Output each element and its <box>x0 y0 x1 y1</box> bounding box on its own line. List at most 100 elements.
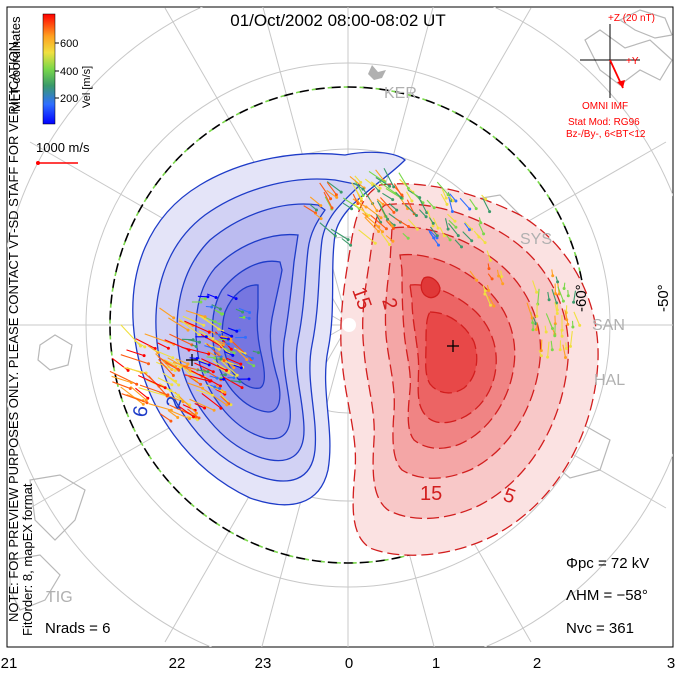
vector-origin <box>206 295 210 299</box>
velocity-vector <box>186 415 198 421</box>
mlt-tick: 22 <box>169 655 186 672</box>
velocity-vector <box>200 314 220 330</box>
vector-origin <box>207 352 211 356</box>
vector-origin <box>227 370 231 373</box>
vector-origin <box>238 380 242 384</box>
mlt-tick: 3 <box>667 655 675 672</box>
vector-origin <box>501 282 505 286</box>
velocity-vector <box>158 359 174 376</box>
velocity-vector <box>353 182 364 190</box>
vector-origin <box>339 190 343 194</box>
station-label-hal: HAL <box>594 372 625 389</box>
velocity-vector <box>178 320 194 327</box>
velocity-vector <box>187 408 200 419</box>
vector-origin <box>197 416 201 420</box>
vector-origin <box>390 224 394 228</box>
vector-origin <box>377 189 381 193</box>
velocity-vector <box>550 340 553 350</box>
vector-origin <box>240 386 244 390</box>
station-label-san: SAN <box>592 317 625 334</box>
vector-origin <box>237 328 241 332</box>
vector-origin <box>547 298 551 302</box>
vector-origin <box>400 193 404 197</box>
vector-origin <box>226 337 230 341</box>
velocity-vector <box>112 381 131 390</box>
color-tick: 400 <box>60 66 78 78</box>
vector-origin <box>572 300 576 304</box>
vector-origin <box>179 365 182 369</box>
velocity-vector <box>181 346 209 355</box>
vector-origin <box>219 355 223 359</box>
velocity-vector <box>428 231 439 246</box>
coordinate-system-label: MLT coordinates <box>8 16 23 112</box>
velocity-vector <box>159 413 172 422</box>
vector-origin <box>145 401 149 405</box>
velocity-vector <box>376 200 389 220</box>
velocity-vector <box>342 197 360 209</box>
vector-origin <box>229 339 233 343</box>
velocity-vector <box>430 230 438 239</box>
vector-scale-label: 1000 m/s <box>36 140 90 155</box>
vector-origin <box>359 180 363 184</box>
velocity-vector <box>448 222 459 236</box>
fit-order-note: FitOrder: 8, mapEX format <box>20 483 35 636</box>
vector-origin <box>198 333 202 337</box>
vector-origin <box>211 346 215 350</box>
velocity-vector <box>185 374 201 385</box>
vector-origin <box>560 334 564 338</box>
vector-origin <box>479 221 483 225</box>
velocity-vector <box>370 181 381 189</box>
vector-origin <box>230 334 234 338</box>
vector-origin <box>142 354 146 358</box>
velocity-vector <box>351 182 362 199</box>
velocity-vector <box>121 393 148 404</box>
vector-origin <box>135 382 139 386</box>
velocity-vector <box>138 387 168 397</box>
vector-origin <box>436 226 440 230</box>
velocity-vector <box>303 205 316 214</box>
vector-origin <box>315 208 318 212</box>
velocity-vector <box>354 179 364 196</box>
vector-origin <box>176 416 180 419</box>
vector-origin <box>367 213 371 217</box>
vector-origin <box>391 227 395 230</box>
vector-origin <box>232 376 236 380</box>
velocity-vector <box>532 280 538 293</box>
velocity-vector <box>159 307 175 319</box>
velocity-vector <box>195 389 213 396</box>
vector-origin <box>126 368 130 372</box>
vector-origin <box>166 346 170 350</box>
velocity-vector <box>469 198 477 209</box>
velocity-vector <box>378 181 396 194</box>
velocity-vector <box>353 203 370 216</box>
vector-origin <box>483 241 487 245</box>
vector-origin <box>375 209 379 213</box>
velocity-vector <box>235 348 248 360</box>
velocity-vector <box>111 375 132 384</box>
vector-origin <box>566 322 570 326</box>
velocity-vector <box>382 192 393 201</box>
velocity-vector <box>459 197 471 210</box>
vector-origin <box>484 197 488 201</box>
velocity-vector <box>120 386 144 405</box>
vector-origin <box>378 186 382 190</box>
vector-origin <box>371 183 375 187</box>
vector-origin <box>364 205 368 209</box>
velocity-vector <box>182 365 198 371</box>
vector-origin <box>235 373 239 377</box>
vector-origin <box>531 321 535 325</box>
vector-origin <box>203 315 207 319</box>
vector-origin <box>220 312 224 316</box>
vector-origin <box>199 382 203 386</box>
vector-origin <box>219 384 222 388</box>
velocity-vector <box>309 196 322 207</box>
velocity-vector <box>138 374 166 389</box>
velocity-vector <box>120 354 149 365</box>
imf-source: OMNI IMF <box>582 101 628 112</box>
velocity-vector <box>233 347 246 355</box>
vector-origin <box>467 228 471 232</box>
velocity-vector <box>135 387 149 399</box>
velocity-vector <box>177 405 194 418</box>
vector-origin <box>177 368 181 372</box>
